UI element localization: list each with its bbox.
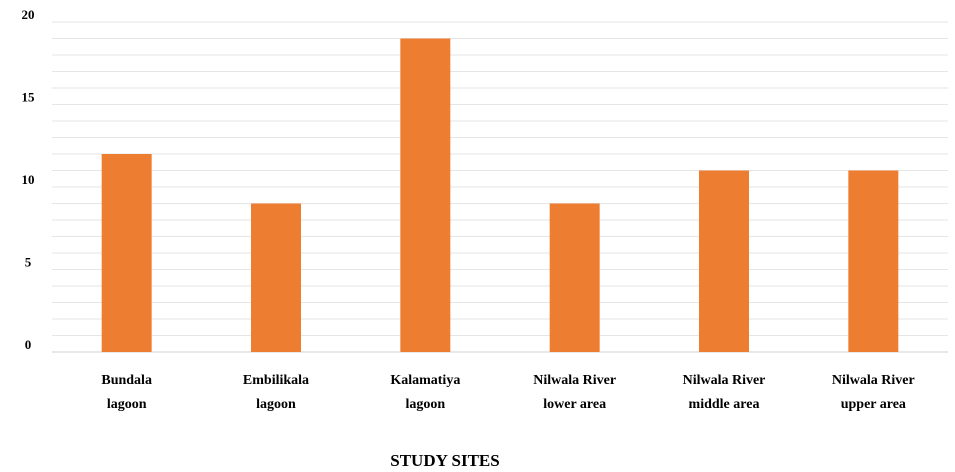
bar <box>549 203 600 352</box>
category-label: Nilwala River lower area <box>533 373 616 412</box>
bar <box>848 170 899 352</box>
y-tick-label: 20 <box>22 7 35 22</box>
category-label-line: Bundala <box>101 373 152 388</box>
y-tick-label: 10 <box>22 172 35 187</box>
category-label-line: middle area <box>689 397 760 412</box>
category-label-line: lagoon <box>405 397 445 412</box>
y-tick-label: 15 <box>22 90 36 105</box>
bar <box>251 203 301 352</box>
x-axis-categories: Bundala lagoon Embilikala lagoon Kalamatiya l… <box>101 373 914 412</box>
category-label-line: lagoon <box>107 397 147 412</box>
y-tick-label: 0 <box>25 337 32 352</box>
bar <box>101 154 152 352</box>
category-label-line: Embilikala <box>243 373 309 388</box>
bar <box>699 170 749 352</box>
category-label-line: lower area <box>543 397 606 412</box>
category-label-line: Nilwala River <box>533 373 616 388</box>
category-label-line: upper area <box>841 397 906 412</box>
x-axis-title: STUDY SITES <box>390 451 499 470</box>
category-label-line: Nilwala River <box>832 373 915 388</box>
gridlines <box>52 21 948 336</box>
category-label: Embilikala lagoon <box>243 373 309 412</box>
category-label: Bundala lagoon <box>101 373 152 412</box>
category-label-line: Nilwala River <box>683 373 766 388</box>
y-axis-ticks: 0 5 10 15 20 <box>22 7 36 352</box>
category-label: Kalamatiya lagoon <box>390 373 460 412</box>
bars <box>101 38 899 352</box>
category-label: Nilwala River upper area <box>832 373 915 412</box>
category-label: Nilwala River middle area <box>683 373 766 412</box>
category-label-line: lagoon <box>256 397 296 412</box>
category-label-line: Kalamatiya <box>390 373 460 388</box>
y-tick-label: 5 <box>25 255 32 270</box>
bar <box>400 38 451 352</box>
